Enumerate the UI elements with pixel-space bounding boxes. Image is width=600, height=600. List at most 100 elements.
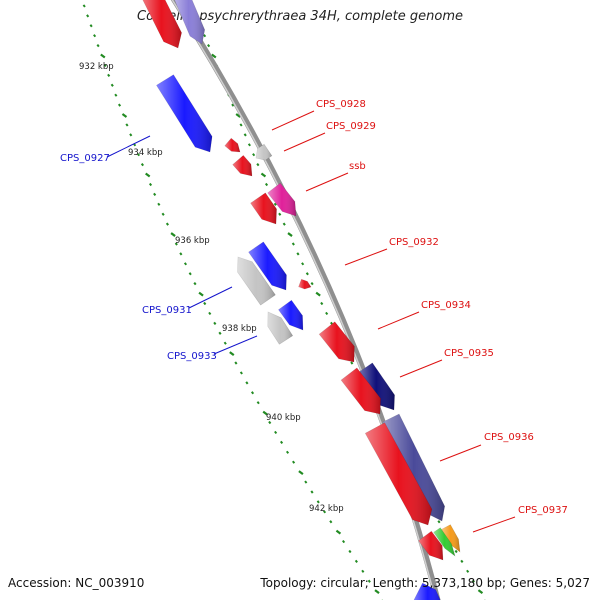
minor-tick [153,192,157,196]
gene-arrow-shading [256,144,272,161]
minor-tick [107,73,111,77]
gene-ssb-red[interactable] [250,192,277,225]
gene-label[interactable]: CPS_0928 [316,99,366,110]
gene-arrow-shading [298,279,311,289]
gene-label[interactable]: CPS_0933 [167,351,217,362]
minor-tick [354,559,358,564]
gene-arrow-shading [174,0,205,44]
minor-tick [245,381,249,385]
minor-tick [256,163,260,167]
gene-red-bottom[interactable] [418,530,444,561]
gene-label[interactable]: ssb [349,161,366,172]
gene-green-small[interactable] [433,527,456,557]
minor-tick [310,490,314,494]
gene-arrow-shading [232,155,252,176]
scale-labels: 932 kbp 934 kbp 936 kbp 938 kbp 940 kbp 942 k… [79,62,344,514]
gene-label[interactable]: CPS_0932 [389,237,439,248]
minor-tick [282,222,286,226]
minor-tick [305,272,309,276]
minor-tick [136,153,141,157]
minor-tick [342,539,346,544]
leader-line [377,311,420,330]
major-tick [260,172,267,178]
gene-arrow-shading [267,312,293,345]
gene-ssb[interactable] [267,182,297,217]
gene-cps_0936r[interactable] [364,422,433,526]
minor-tick [454,549,458,554]
gene-arrow-shading [267,183,296,216]
minor-tick [252,153,256,157]
gene-small-red[interactable] [232,154,253,177]
minor-tick [207,43,211,48]
major-tick [211,53,217,59]
minor-tick [103,63,107,68]
major-tick [229,351,235,356]
gene-cps_0928[interactable] [224,137,241,153]
scale-label: 932 kbp [79,62,114,72]
minor-tick [140,163,144,167]
gene-cps_0927[interactable] [156,74,213,153]
gene-cps_0929[interactable] [255,143,273,161]
minor-tick [86,14,90,18]
minor-tick [125,123,129,127]
leader-line [344,248,388,266]
gene-label[interactable]: CPS_0937 [518,505,568,516]
gene-arrow-shading [365,422,432,525]
gene-label[interactable]: CPS_0929 [326,121,376,132]
minor-tick [231,103,235,107]
major-tick [374,589,380,595]
minor-tick [213,321,217,325]
minor-tick [301,262,305,266]
gene-cps_0933b[interactable] [278,299,304,331]
leader-line [188,286,233,309]
gene-cps_0932[interactable] [298,278,312,290]
gene-arrow-shading [278,300,303,330]
minor-tick [110,83,114,87]
gene-label[interactable]: CPS_0927 [60,153,110,164]
gene-cps_0931b[interactable] [248,241,287,291]
gene-label[interactable]: CPS_0934 [421,300,471,311]
minor-tick [82,4,86,8]
minor-tick [208,311,212,316]
gene-cps_0935r[interactable] [340,367,381,415]
minor-tick [148,182,153,187]
minor-tick [183,262,188,266]
minor-tick [322,510,327,514]
scale-label: 936 kbp [175,236,210,246]
minor-tick [93,34,97,38]
minor-tick [329,520,333,524]
genome-backbone [170,0,441,600]
gene-blue-bottom[interactable] [413,582,443,600]
gene-cps_0933[interactable] [267,311,294,345]
gene-label[interactable]: CPS_0931 [142,305,192,316]
gene-cps_0931[interactable] [237,256,276,306]
gene-label[interactable]: CPS_0936 [484,432,534,443]
scale-label: 940 kbp [266,413,301,423]
leader-line [271,110,315,131]
gene-arrow-shading [418,531,443,560]
minor-tick [223,341,227,345]
leader-line [213,335,258,355]
leader-line [399,359,443,378]
gene-label[interactable]: CPS_0935 [444,348,494,359]
gene-arrow-shading [413,583,441,600]
genome-summary-text: Topology: circular; Length: 5,373,180 bp… [260,576,590,590]
major-tick [315,291,321,297]
backbone-highlight [171,0,437,600]
gene-arrow-shading [237,257,276,306]
gene-lavender-top[interactable] [173,0,206,45]
minor-tick [278,212,282,216]
accession-text: Accession: NC_003910 [8,576,145,590]
gene-arrow-shading [248,241,287,290]
leader-line [472,516,516,533]
gene-arrow-shading [341,367,381,414]
minor-tick [218,331,222,335]
gene-cps_0934[interactable] [318,321,355,363]
minor-tick [296,252,300,256]
gene-arrow-shading [441,524,460,552]
minor-tick [291,242,295,246]
gene-red-top[interactable] [141,0,182,49]
minor-tick [157,202,161,206]
